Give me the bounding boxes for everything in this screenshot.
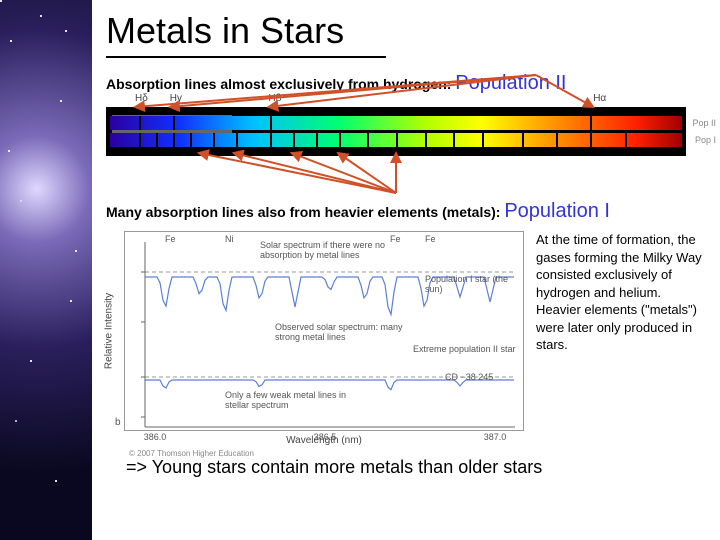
arrows-to-pop1: [106, 149, 686, 199]
explanatory-text: At the time of formation, the gases form…: [536, 231, 706, 431]
page-title: Metals in Stars: [106, 10, 386, 58]
hydrogen-line-label: Hβ: [268, 93, 281, 104]
chart-ylabel: Relative Intensity: [104, 293, 115, 369]
hydrogen-line-label: Hδ: [135, 93, 148, 104]
spectra-container: © 2007 Brooks/Cole Publishing a Division…: [106, 107, 686, 156]
chart-credit: © 2007 Thomson Higher Education: [129, 449, 254, 458]
slide-content: Metals in Stars Absorption lines almost …: [92, 0, 720, 540]
chart-xtick: 386.5: [314, 432, 337, 442]
chart-annotation: Solar spectrum if there were no absorpti…: [260, 240, 400, 260]
chart-annotation: Only a few weak metal lines in stellar s…: [225, 390, 365, 410]
chart-annotation: Observed solar spectrum: many strong met…: [275, 322, 415, 342]
chart-annotation: Population I star (the sun): [425, 274, 523, 294]
subtitle-pop2: Absorption lines almost exclusively from…: [106, 72, 706, 95]
subtitle-pop1-text: Many absorption lines also from heavier …: [106, 204, 504, 220]
element-label: Fe: [165, 234, 176, 244]
subtitle-pop1: Many absorption lines also from heavier …: [106, 200, 706, 223]
chart-xtick: 387.0: [484, 432, 507, 442]
intensity-chart: b Relative Intensity Wavelength (nm) © 2…: [124, 231, 524, 431]
sidebar-nebula-image: [0, 0, 92, 540]
population-1-label: Population I: [504, 200, 610, 222]
subtitle-pop2-text: Absorption lines almost exclusively from…: [106, 76, 455, 92]
row-label-pop1: Pop I: [695, 135, 716, 145]
population-2-label: Population II: [455, 72, 566, 94]
chart-annotation: Extreme population II star: [413, 344, 516, 354]
chart-xtick: 386.0: [144, 432, 167, 442]
hydrogen-line-label: Hγ: [170, 93, 182, 104]
row-label-pop2: Pop II: [692, 118, 716, 128]
spectrum-pop2: Pop II: [110, 116, 682, 130]
chart-panel-b: b: [115, 417, 121, 428]
spectrum-pop1: Pop I: [110, 133, 682, 147]
lower-row: b Relative Intensity Wavelength (nm) © 2…: [106, 231, 706, 431]
element-label: Fe: [425, 234, 436, 244]
element-label: Ni: [225, 234, 234, 244]
spectrum-figure: HδHγHβHα © 2007 Brooks/Cole Publishing a…: [106, 107, 686, 156]
chart-annotation: CD −38 245: [445, 372, 493, 382]
conclusion-text: => Young stars contain more metals than …: [106, 457, 706, 478]
hydrogen-line-label: Hα: [593, 93, 606, 104]
